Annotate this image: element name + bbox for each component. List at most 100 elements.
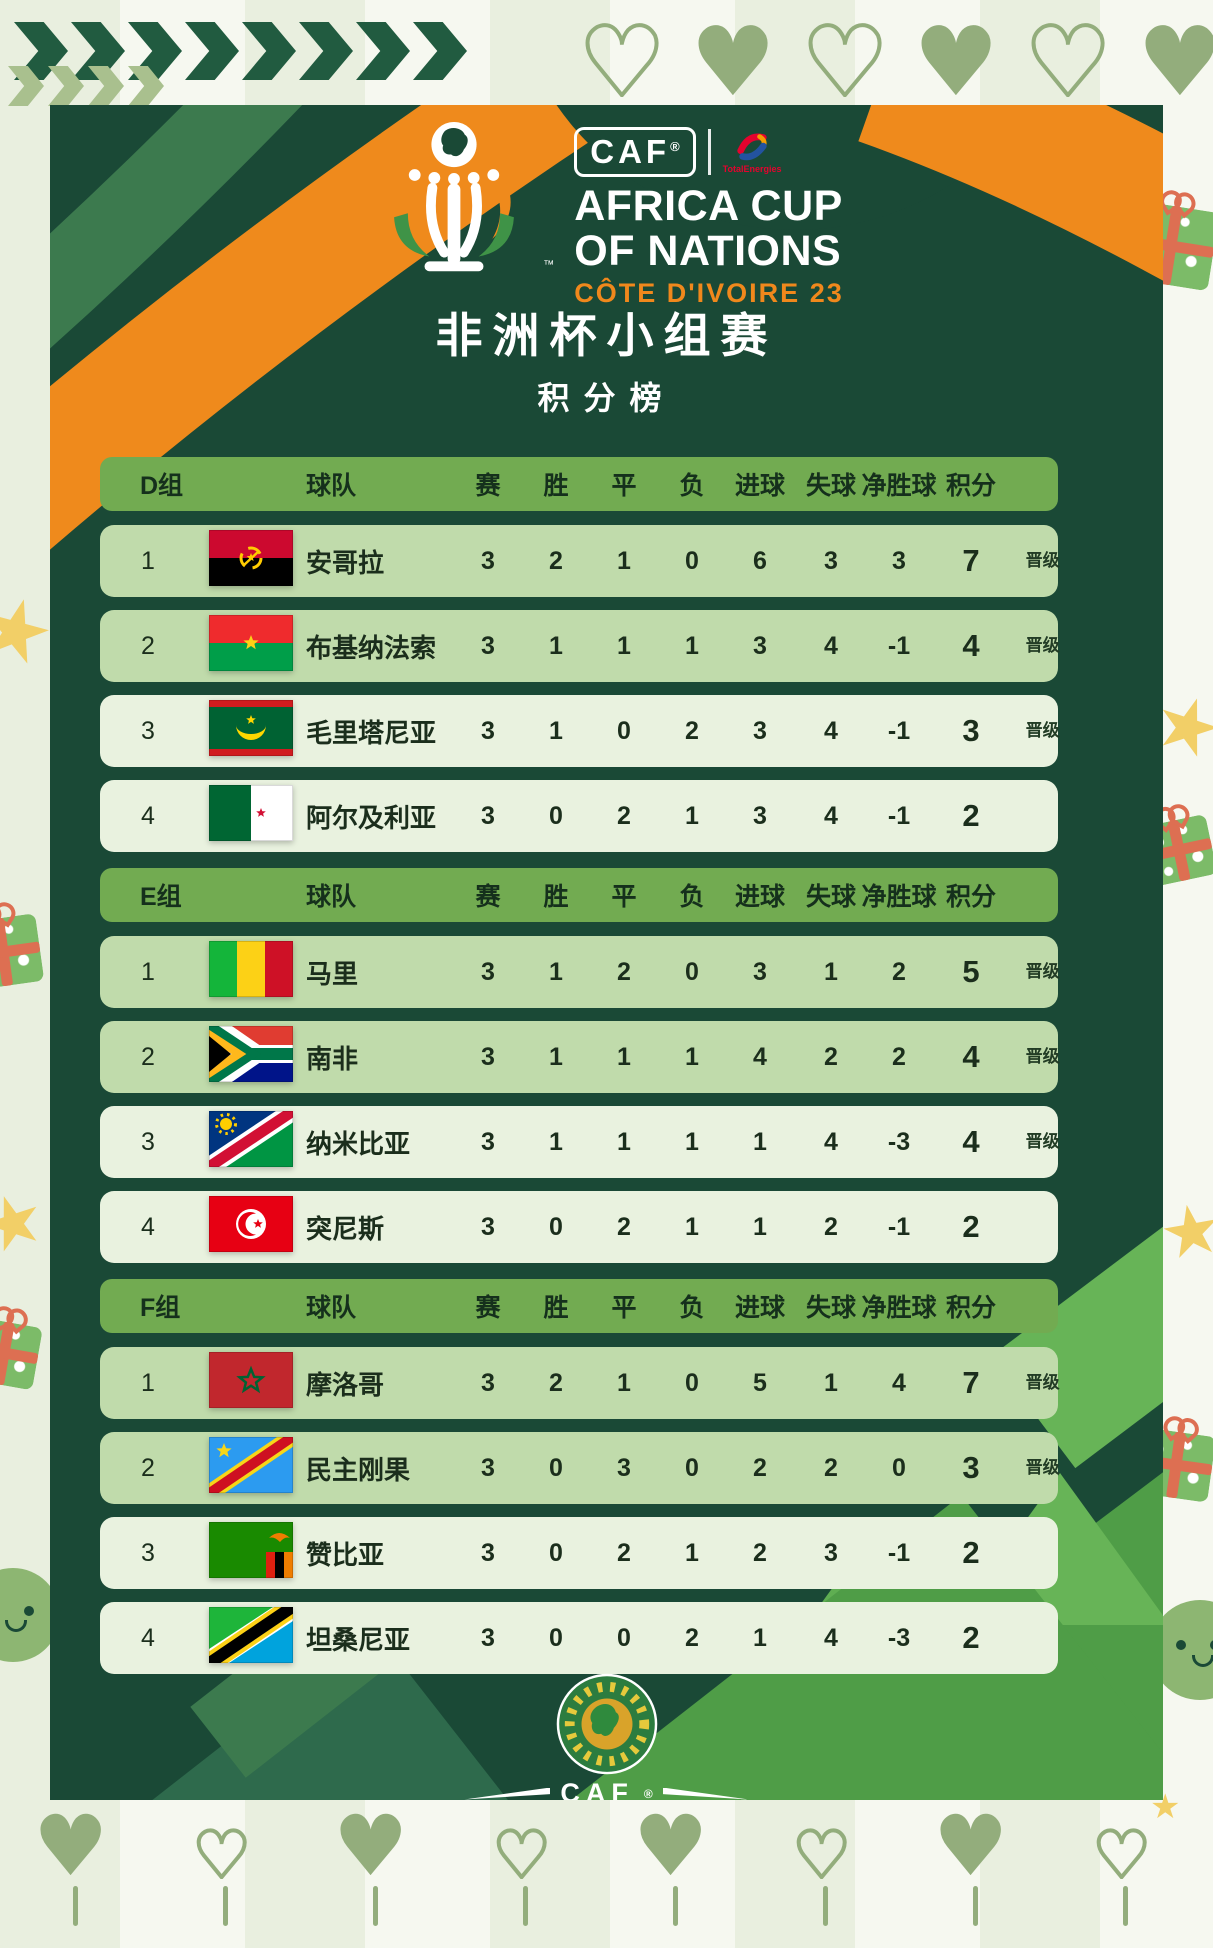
- stat-wins: 1: [549, 1127, 563, 1156]
- stat-wins: 0: [549, 801, 563, 830]
- stat-draws: 1: [617, 1042, 631, 1071]
- heart-stem: [823, 1886, 828, 1926]
- stat-draws: 3: [617, 1453, 631, 1482]
- stat-wins: 1: [549, 1042, 563, 1071]
- table-header: D组 球队 赛 胜 平 负 进球 失球 净胜球 积分: [100, 457, 1058, 511]
- stat-wins: 1: [549, 716, 563, 745]
- header-goals-for: 进球: [734, 883, 785, 911]
- stat-goal-diff: 0: [892, 1453, 906, 1482]
- tournament-name-line2: OF NATIONS: [574, 226, 842, 275]
- qualified-badge: 晋级: [1025, 1046, 1060, 1066]
- sponsor-name: TotalEnergies: [722, 163, 782, 174]
- afcon-logo-block: ™ CAF® TotalEnergies AFRICA CUP O: [50, 119, 1163, 309]
- header-wins: 胜: [543, 1294, 569, 1322]
- flag-southafrica-icon: [194, 1008, 293, 1099]
- header-goals-against: 失球: [805, 883, 856, 911]
- team-flag: [195, 1592, 307, 1677]
- table-row: 3 毛里塔尼亚 3 1 0 2 3 4 -1 3 晋级: [100, 695, 1060, 767]
- stat-played: 3: [481, 1453, 495, 1482]
- header-goal-diff: 净胜球: [861, 1294, 937, 1322]
- stat-wins: 0: [549, 1453, 563, 1482]
- stat-goals-for: 2: [753, 1453, 767, 1482]
- stat-goal-diff: 2: [892, 957, 906, 986]
- header-losses: 负: [679, 472, 705, 500]
- table-row: 2 民主刚果 3 0 3 0 2 2 0 3 晋级: [100, 1423, 1060, 1506]
- stat-goals-for: 3: [753, 716, 767, 745]
- stat-goals-for: 3: [753, 631, 767, 660]
- team-name: 安哥拉: [306, 547, 385, 578]
- table-row: 4 阿尔及利亚 3 0 2 1 3 4 -1 2: [100, 780, 1058, 852]
- stat-goals-for: 2: [753, 1538, 767, 1567]
- stat-goals-against: 4: [824, 1623, 838, 1652]
- team-name: 纳米比亚: [306, 1128, 411, 1159]
- heart-icon: ♥: [577, 6, 667, 118]
- table-row: 3 纳米比亚 3 1 1 1 1 4 -3 4 晋级: [100, 1098, 1060, 1179]
- rank-cell: 2: [141, 631, 155, 660]
- table-row: 1 马里 3 1 2 0 3 1 2 5 晋级: [100, 936, 1060, 1008]
- heart-icon: ♥: [1023, 6, 1113, 118]
- qualified-badge: 晋级: [1025, 1372, 1060, 1392]
- stat-wins: 1: [549, 631, 563, 660]
- standings-card: ™ CAF® TotalEnergies AFRICA CUP O: [50, 105, 1163, 1800]
- right-wing-icon: [662, 1787, 749, 1800]
- stat-draws: 1: [617, 546, 631, 575]
- stat-draws: 1: [617, 1127, 631, 1156]
- stat-played: 3: [481, 546, 495, 575]
- stat-played: 3: [481, 801, 495, 830]
- stat-draws: 0: [617, 1623, 631, 1652]
- stat-played: 3: [481, 1212, 495, 1241]
- points-cell: 5: [962, 954, 980, 989]
- stat-draws: 0: [617, 716, 631, 745]
- rank-cell: 1: [141, 1368, 155, 1397]
- stat-goals-against: 2: [824, 1212, 838, 1241]
- stat-losses: 0: [685, 1368, 699, 1397]
- caf-emblem-icon: [556, 1673, 657, 1775]
- stat-wins: 0: [549, 1623, 563, 1652]
- stat-draws: 2: [617, 957, 631, 986]
- header-goals-against: 失球: [805, 472, 856, 500]
- heart-icon: ♥: [1091, 1819, 1152, 1893]
- stat-goals-for: 1: [753, 1623, 767, 1652]
- stat-losses: 1: [685, 631, 699, 660]
- team-flag: [197, 1098, 305, 1179]
- flag-namibia-icon: [197, 1098, 305, 1179]
- stat-goal-diff: -1: [887, 716, 911, 745]
- stat-wins: 2: [549, 1368, 563, 1397]
- header-draws: 平: [611, 472, 637, 500]
- header-played: 赛: [475, 472, 501, 500]
- stat-goal-diff: -3: [887, 1127, 911, 1156]
- team-flag: [209, 1195, 293, 1259]
- stat-goals-against: 4: [824, 631, 838, 660]
- logo-divider: [707, 128, 711, 175]
- stat-goals-against: 4: [824, 801, 838, 830]
- rank-cell: 3: [141, 1538, 155, 1567]
- heart-stem: [223, 1886, 228, 1926]
- header-goals-against: 失球: [805, 1294, 856, 1322]
- team-flag: [209, 699, 293, 763]
- standings-tables: D组 球队 赛 胜 平 负 进球 失球 净胜球 积分 1 安哥拉 3 2 1 0…: [100, 457, 1060, 1690]
- rank-cell: 4: [141, 1212, 155, 1241]
- group-table: F组 球队 赛 胜 平 负 进球 失球 净胜球 积分 1 摩洛哥 3 2 1 0…: [100, 1279, 1060, 1677]
- afcon-trophy-icon: [394, 121, 515, 272]
- stat-goal-diff: -1: [887, 1538, 911, 1567]
- stat-wins: 0: [549, 1212, 563, 1241]
- heart-stem: [973, 1886, 978, 1926]
- heart-icon: ♥: [690, 6, 777, 118]
- stat-played: 3: [481, 957, 495, 986]
- heart-stem: [1123, 1886, 1128, 1926]
- flag-burkina-icon: [209, 614, 293, 671]
- team-flag: [196, 1423, 306, 1506]
- stat-goals-for: 6: [753, 546, 767, 575]
- flag-zambia-icon: [209, 1521, 293, 1578]
- stat-draws: 2: [617, 1538, 631, 1567]
- stat-played: 3: [481, 1042, 495, 1071]
- flag-morocco-icon: [209, 1351, 293, 1408]
- table-row: 2 布基纳法索 3 1 1 1 3 4 -1 4 晋级: [100, 610, 1060, 682]
- header-played: 赛: [475, 883, 501, 911]
- team-name: 毛里塔尼亚: [306, 717, 437, 748]
- stat-goal-diff: -1: [887, 1212, 911, 1241]
- header-points: 积分: [945, 472, 996, 500]
- stat-played: 3: [481, 1368, 495, 1397]
- points-cell: 4: [962, 1039, 980, 1074]
